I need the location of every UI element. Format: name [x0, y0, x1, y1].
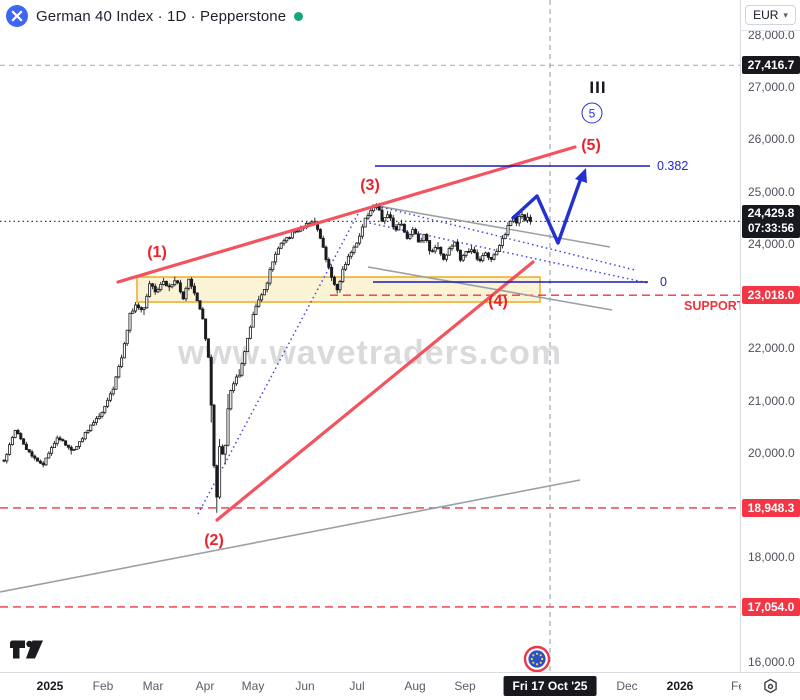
price-badge-value: 27,416.7 [747, 58, 795, 73]
price-badge-value: 23,018.0 [747, 288, 795, 303]
date-badge: Fri 17 Oct '25 [503, 676, 597, 696]
price-level-badge: 17,054.0 [742, 597, 800, 616]
elliott-circled-five-label[interactable]: 5 [581, 102, 603, 124]
fib-level-label[interactable]: 0 [660, 274, 667, 289]
time-tick: May [241, 679, 265, 693]
price-tick: 18,000.0 [748, 550, 795, 565]
wave-label-2[interactable]: (2) [204, 532, 224, 549]
price-tick: 24,000.0 [748, 236, 795, 251]
price-level-badge: 18,948.3 [742, 498, 800, 517]
symbol-title[interactable]: German 40 Index · 1D · Pepperstone [36, 7, 287, 25]
price-axis[interactable]: 28,000.0 27,000.0 26,000.0 25,000.0 24,000.0… [740, 0, 800, 672]
currency-selector[interactable]: EUR ▾ [745, 5, 796, 25]
price-tick: 16,000.0 [748, 655, 795, 669]
time-tick: Apr [195, 679, 215, 693]
price-tick: 28,000.0 [748, 27, 795, 42]
red-trend-line[interactable] [116, 145, 577, 284]
wave-label-5[interactable]: (5) [581, 137, 601, 154]
time-tick: 2025 [36, 679, 64, 693]
price-level-badge: 27,416.7 [742, 56, 800, 75]
wave-label-1[interactable]: (1) [147, 244, 167, 261]
axis-corner [741, 673, 800, 700]
grey-trend-line[interactable] [0, 479, 581, 593]
bar-countdown: 07:33:56 [747, 222, 795, 235]
price-level-badge: 23,018.0 [742, 286, 800, 305]
time-tick: Jul [349, 679, 365, 693]
axis-settings-icon[interactable] [762, 678, 779, 695]
time-tick: Jun [295, 679, 315, 693]
chevron-down-icon: ▾ [783, 9, 788, 20]
price-tick: 22,000.0 [748, 341, 795, 356]
red-trend-line[interactable] [215, 260, 535, 522]
time-tick: 2026 [666, 679, 694, 693]
time-tick: Feb [92, 679, 114, 693]
elliott-degree-label[interactable]: III [589, 78, 607, 97]
wave-label-3[interactable]: (3) [360, 177, 380, 194]
price-tick: 21,000.0 [748, 393, 795, 408]
market-status-icon[interactable] [294, 11, 304, 21]
time-tick: Aug [404, 679, 426, 693]
wave-label-4[interactable]: (4) [488, 293, 508, 310]
time-tick: Sep [454, 679, 476, 693]
currency-cell: EUR ▾ [741, 0, 800, 31]
eu-stars [530, 652, 544, 666]
currency-label: EUR [753, 8, 779, 22]
candlestick-series [2, 202, 532, 513]
x-circle-icon[interactable] [6, 5, 28, 27]
symbol-header: German 40 Index · 1D · Pepperstone [6, 5, 304, 27]
current-price-badge: 24,429.8 07:33:56 [742, 204, 800, 238]
time-tick: Mar [142, 679, 164, 693]
grey-trend-line[interactable] [367, 266, 613, 311]
price-tick: 20,000.0 [748, 445, 795, 460]
support-label[interactable]: SUPPORT [684, 299, 745, 313]
grey-trend-line[interactable] [371, 204, 611, 248]
price-tick: 27,000.0 [748, 80, 795, 94]
tradingview-logo-icon[interactable] [8, 637, 48, 663]
time-tick: Dec [616, 679, 638, 693]
projection-arrow-head [575, 168, 587, 183]
fib-level-label[interactable]: 0.382 [657, 158, 689, 173]
price-tick: 25,000.0 [748, 184, 795, 199]
eu-flag-icon[interactable] [523, 645, 551, 673]
time-axis[interactable]: Fri 17 Oct '25 2025 Feb Mar Apr May Jun Jul Aug… [0, 672, 800, 700]
price-badge-value: 17,054.0 [747, 599, 795, 614]
projection-arrow[interactable] [511, 176, 583, 245]
price-badge-value: 18,948.3 [747, 500, 795, 515]
price-tick: 26,000.0 [748, 132, 795, 147]
price-badge-value: 24,429.8 [747, 205, 795, 220]
